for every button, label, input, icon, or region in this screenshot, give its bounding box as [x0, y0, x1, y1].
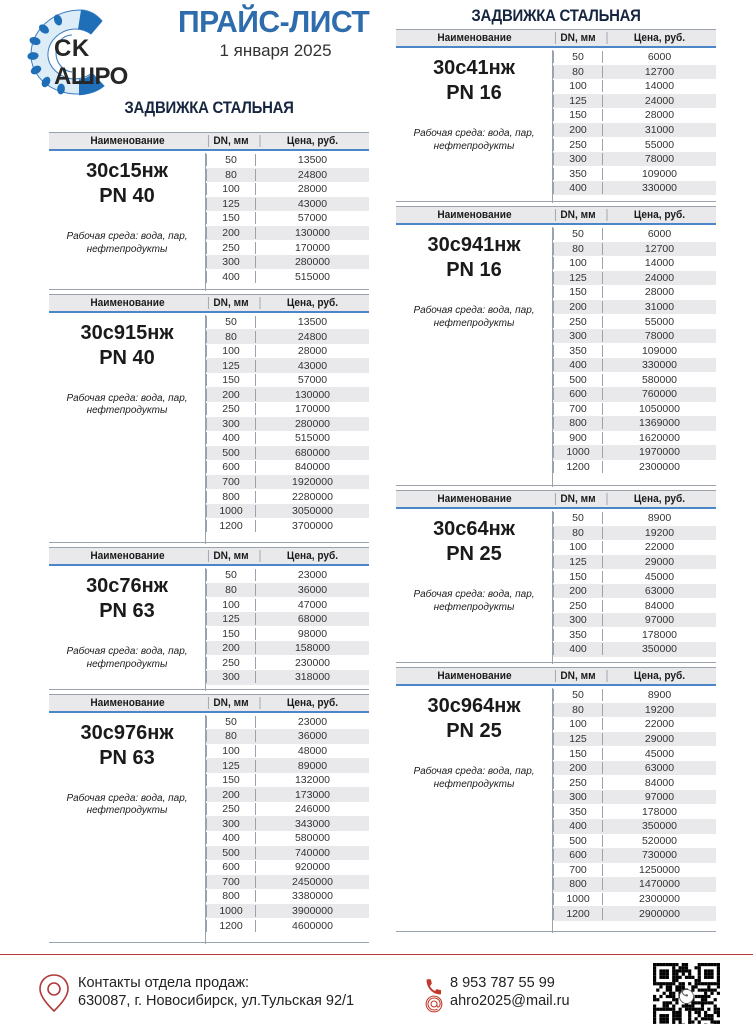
- svg-text:АШРО: АШРО: [54, 63, 128, 90]
- svg-text:CK: CK: [54, 35, 90, 62]
